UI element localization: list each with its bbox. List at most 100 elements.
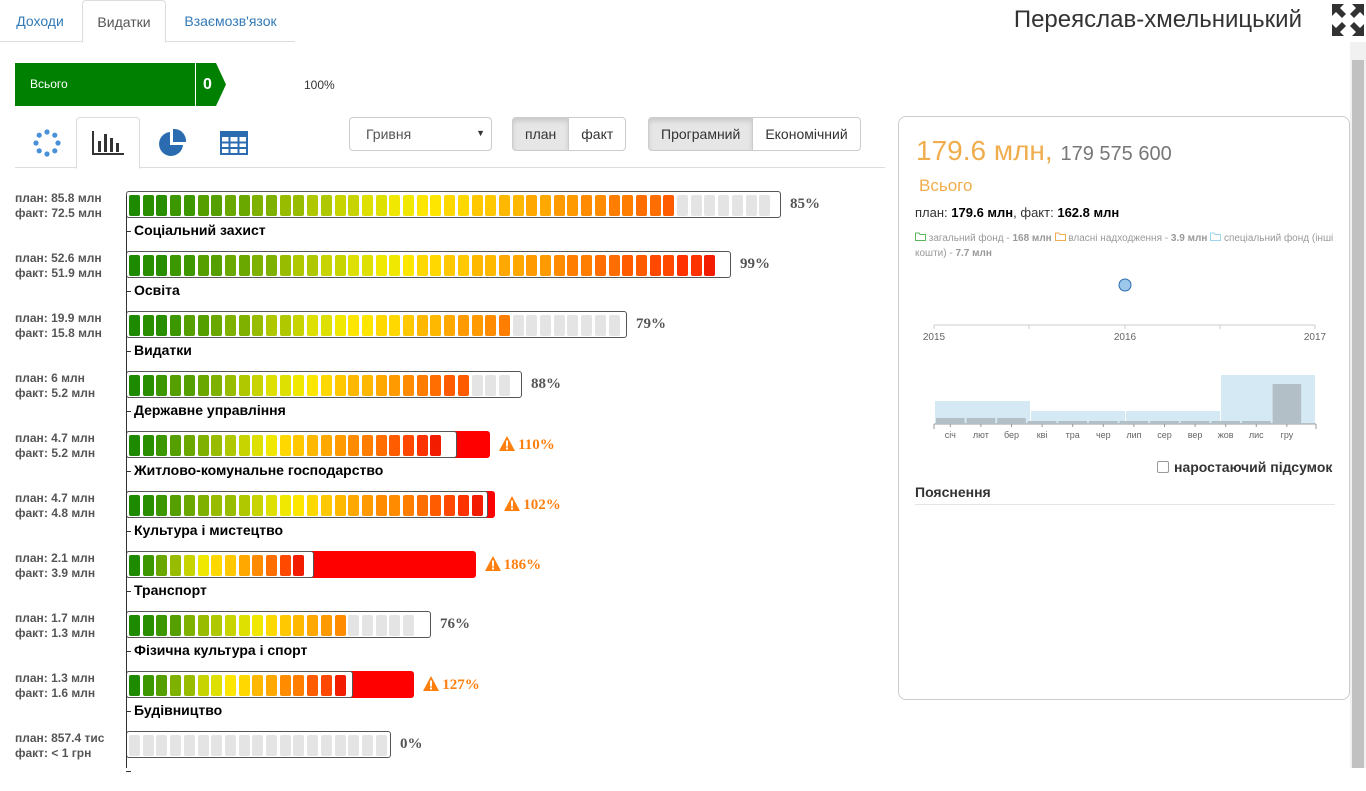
progress-segment [320, 675, 332, 696]
year-timeline[interactable]: 2015 2016 2017 [915, 267, 1335, 347]
plan-fact-text: план: 6 млн факт: 5.2 млн [15, 371, 95, 401]
percent-label: 110% [499, 436, 555, 454]
tab-expenses[interactable]: Видатки [82, 0, 166, 43]
progress-segment [581, 195, 593, 216]
progress-segment [307, 735, 319, 756]
expand-icon[interactable] [1330, 2, 1366, 38]
month-bar[interactable] [1150, 421, 1179, 424]
progress-segment [567, 255, 579, 276]
cumulative-checkbox[interactable] [1157, 461, 1169, 473]
progress-segment [375, 495, 387, 516]
progress-segment [635, 255, 647, 276]
total-bar[interactable]: Всього [15, 63, 195, 106]
percent-label: 186% [484, 556, 541, 574]
progress-segment [252, 615, 264, 636]
expense-row[interactable]: план: 1.3 млн факт: 1.6 млн 127% Будівництв… [0, 671, 890, 731]
progress-segment [279, 255, 291, 276]
view-tab-spinner[interactable] [15, 117, 79, 168]
month-bar[interactable] [1089, 421, 1118, 424]
year-marker[interactable] [1118, 278, 1132, 292]
tab-revenue[interactable]: Доходи [16, 13, 64, 29]
fact-value: факт: 1.3 млн [15, 626, 96, 640]
progress-segment [677, 255, 688, 276]
category-label[interactable]: Державне управління [126, 402, 286, 418]
progress-segment [183, 315, 195, 336]
progress-segment [663, 195, 675, 216]
plan-value: план: 6 млн [15, 371, 85, 385]
expense-row[interactable]: план: 19.9 млн факт: 15.8 млн 79% Видатки [0, 311, 890, 371]
progress-segment [361, 735, 373, 756]
progress-segment [224, 495, 236, 516]
progress-segment [320, 255, 332, 276]
month-bar[interactable] [1242, 421, 1271, 424]
category-label[interactable]: Видатки [126, 342, 192, 358]
progress-segment [361, 435, 373, 456]
caret-down-icon: ▼ [476, 128, 485, 138]
plan-fact-text: план: 1.7 млн факт: 1.3 млн [15, 611, 95, 641]
month-bar[interactable] [997, 418, 1026, 424]
month-bar[interactable] [1119, 421, 1149, 424]
progress-segment [252, 375, 264, 396]
category-label[interactable]: Соціальний захист [126, 222, 266, 238]
year-tick[interactable]: 2017 [1304, 332, 1327, 343]
fact-value: факт: 4.8 млн [15, 506, 96, 520]
progress-segment [156, 195, 168, 216]
month-bar[interactable] [1211, 421, 1240, 424]
economic-button[interactable]: Економічний [752, 117, 861, 151]
expense-row[interactable]: план: 4.7 млн факт: 5.2 млн 110% Житлово-ко… [0, 431, 890, 491]
progress-segment [224, 675, 236, 696]
progress-segment [594, 195, 606, 216]
view-tab-table[interactable] [202, 117, 266, 168]
year-tick[interactable]: 2016 [1114, 332, 1137, 343]
fact-button[interactable]: факт [568, 117, 627, 151]
month-bar[interactable] [1027, 421, 1057, 424]
progress-segment [334, 255, 346, 276]
expense-row[interactable]: план: 4.7 млн факт: 4.8 млн 102% Культура і… [0, 491, 890, 551]
plan-button[interactable]: план [512, 117, 570, 151]
category-label[interactable]: Транспорт [126, 582, 207, 598]
category-label[interactable]: Житлово-комунальне господарство [126, 462, 383, 478]
progress-segment [293, 435, 305, 456]
progress-segment [211, 735, 223, 756]
currency-select[interactable]: Гривня ▼ [349, 117, 492, 151]
category-label[interactable]: Культура і мистецтво [126, 522, 283, 538]
category-label[interactable] [126, 762, 134, 778]
progress-track [126, 731, 391, 758]
view-tab-pie[interactable] [140, 117, 204, 168]
view-tab-bars[interactable] [76, 117, 140, 169]
program-button[interactable]: Програмний [648, 117, 754, 151]
percent-label: 85% [790, 196, 820, 213]
progress-segment [635, 195, 647, 216]
tab-relation[interactable]: Взаємозв'язок [184, 13, 277, 29]
year-tick[interactable]: 2015 [923, 332, 946, 343]
expense-row[interactable]: план: 52.6 млн факт: 51.9 млн 99% Освіта [0, 251, 890, 311]
progress-segment [183, 255, 195, 276]
expense-row[interactable]: план: 1.7 млн факт: 1.3 млн 76% Фізична кул… [0, 611, 890, 671]
progress-segment [430, 375, 442, 396]
expense-row[interactable]: план: 85.8 млн факт: 72.5 млн 85% Соціальни… [0, 191, 890, 251]
plan-value: план: 85.8 млн [15, 191, 102, 205]
month-bar[interactable] [1058, 421, 1087, 424]
progress-segment [211, 675, 223, 696]
plan-fact-text: план: 2.1 млн факт: 3.9 млн [15, 551, 95, 581]
month-bar[interactable] [966, 418, 996, 424]
progress-segment [361, 195, 373, 216]
expense-row[interactable]: план: 6 млн факт: 5.2 млн 88% Державне упра… [0, 371, 890, 431]
cumulative-toggle[interactable]: наростаючий підсумок [1157, 459, 1332, 475]
progress-segment [485, 375, 497, 396]
month-bar[interactable] [936, 418, 965, 424]
progress-segment [389, 615, 401, 636]
scrollbar-thumb[interactable] [1352, 60, 1364, 768]
month-bar[interactable] [1272, 384, 1302, 424]
progress-segment [348, 435, 360, 456]
panel-title: Всього [919, 176, 973, 195]
category-label[interactable]: Фізична культура і спорт [126, 642, 307, 658]
expense-row[interactable]: план: 857.4 тис факт: < 1 грн 0% [0, 731, 890, 791]
progress-segment [608, 195, 620, 216]
progress-segment [389, 495, 401, 516]
progress-segment [320, 195, 332, 216]
category-label[interactable]: Будівництво [126, 702, 222, 718]
expense-row[interactable]: план: 2.1 млн факт: 3.9 млн 186% Транспорт [0, 551, 890, 611]
category-label[interactable]: Освіта [126, 282, 180, 298]
month-bar[interactable] [1180, 421, 1210, 424]
